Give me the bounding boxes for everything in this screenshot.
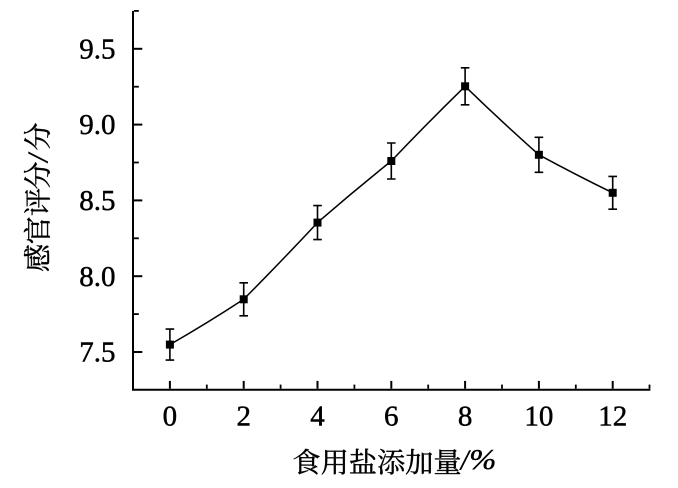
svg-text:2: 2 [236, 400, 251, 432]
svg-text:/: / [24, 152, 55, 164]
svg-text:%: % [469, 444, 496, 476]
svg-text:7.5: 7.5 [79, 337, 115, 369]
svg-text:10: 10 [524, 400, 553, 432]
svg-text:9.0: 9.0 [79, 109, 115, 141]
svg-text:6: 6 [384, 400, 399, 432]
svg-text:0: 0 [163, 400, 178, 432]
svg-text:/: / [459, 446, 471, 477]
svg-text:8: 8 [458, 400, 473, 432]
svg-text:8.5: 8.5 [79, 185, 115, 217]
svg-text:8.0: 8.0 [79, 261, 115, 293]
svg-text:12: 12 [598, 400, 627, 432]
svg-text:9.5: 9.5 [79, 33, 115, 65]
svg-text:4: 4 [310, 400, 325, 432]
